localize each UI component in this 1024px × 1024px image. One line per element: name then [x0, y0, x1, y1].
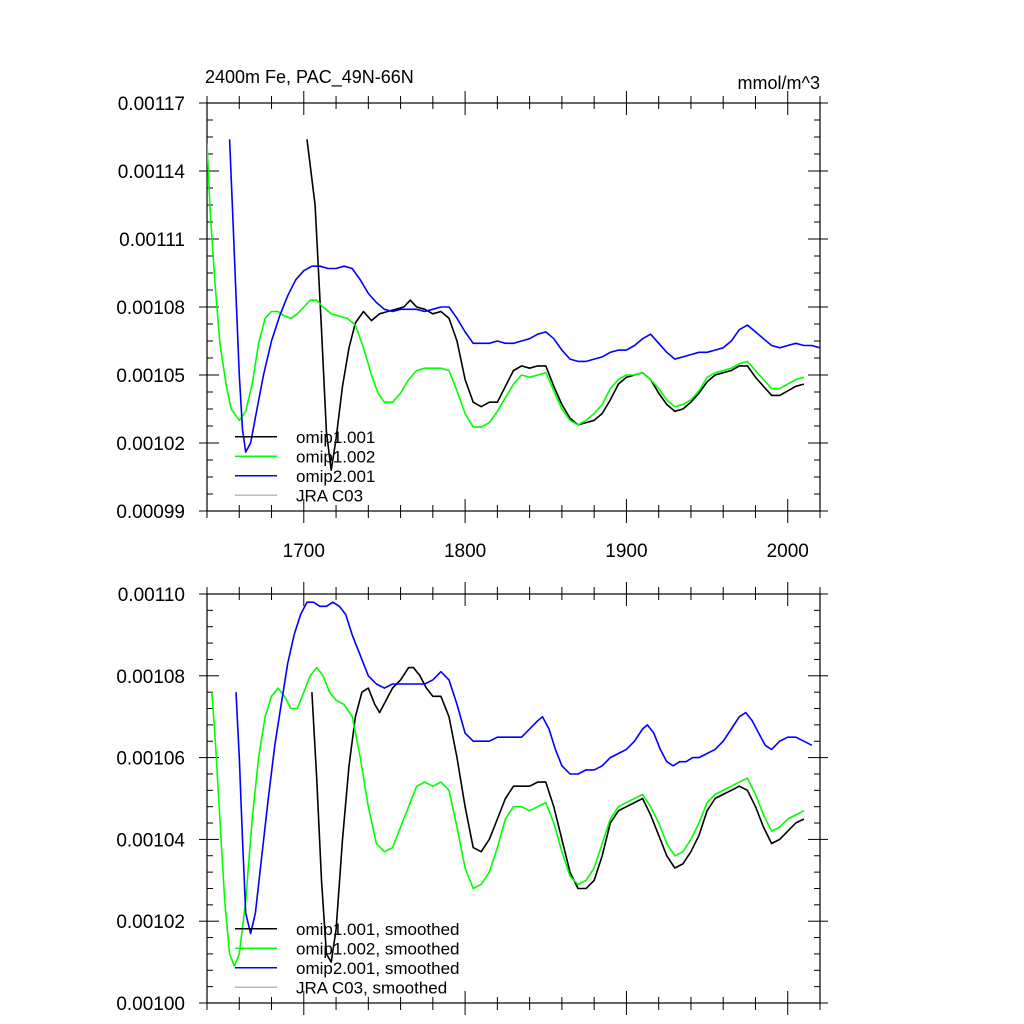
legend-label: omip1.002, smoothed [296, 939, 460, 958]
legend-label: omip1.001, smoothed [296, 920, 460, 939]
series-line-2 [207, 143, 805, 428]
plot-frame [206, 593, 821, 1004]
y-tick-label: 0.00111 [119, 230, 185, 251]
y-tick-label: 0.00102 [116, 434, 185, 455]
y-tick-label: 0.00105 [116, 366, 185, 387]
series-line-2 [211, 666, 805, 967]
x-tick-label: 1700 [283, 541, 325, 562]
legend-label: JRA C03 [296, 486, 363, 505]
y-tick-label: 0.00106 [116, 749, 185, 770]
legend-label: omip1.001 [296, 428, 375, 447]
series-line-1 [306, 139, 805, 471]
y-tick-label: 0.00102 [116, 912, 185, 933]
y-tick-label: 0.00110 [118, 585, 185, 606]
series-line-3 [228, 139, 820, 453]
legend-label: omip1.002 [296, 447, 375, 466]
legend-label: omip2.001 [296, 467, 375, 486]
x-tick-label: 2000 [767, 541, 809, 562]
series-line-3 [235, 601, 813, 935]
top-panel: 1700 1800 1900 2000 0.00099 0.00102 0.00105 0.0… [116, 67, 828, 562]
series-line-1 [311, 666, 805, 963]
x-tick-label: 1900 [605, 541, 647, 562]
legend-label: JRA C03, smoothed [296, 978, 447, 997]
y-tick-label: 0.00100 [116, 994, 185, 1015]
chart-title: 2400m Fe, PAC_49N-66N [205, 67, 414, 88]
bottom-panel: 0.00100 0.00102 0.00104 0.00106 0.00108 0.001… [116, 582, 828, 1015]
y-tick-label: 0.00108 [116, 298, 185, 319]
y-tick-label: 0.00108 [116, 667, 185, 688]
x-tick-label: 1800 [444, 541, 486, 562]
units-label: mmol/m^3 [738, 73, 820, 93]
y-tick-label: 0.00114 [118, 162, 186, 183]
y-tick-label: 0.00104 [116, 830, 185, 851]
y-tick-label: 0.00099 [116, 502, 185, 523]
legend-label: omip2.001, smoothed [296, 959, 460, 978]
y-tick-label: 0.00117 [118, 94, 185, 115]
